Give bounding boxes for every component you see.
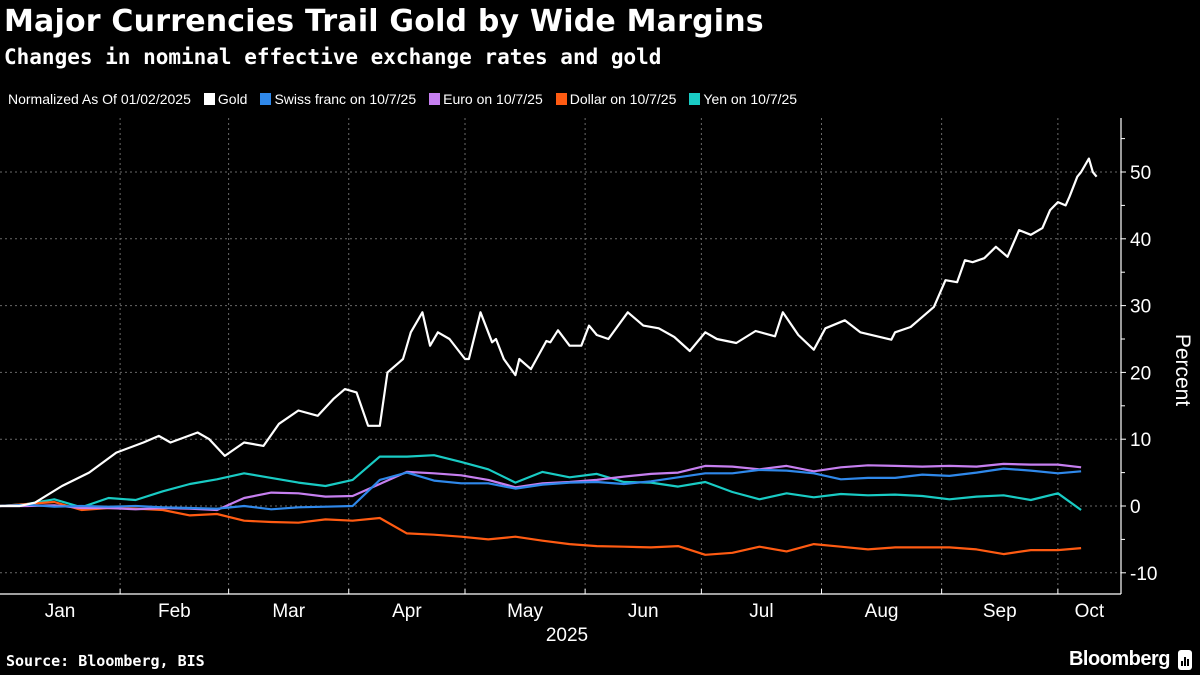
x-tick-label: Jun — [628, 601, 659, 622]
legend-swatch — [689, 93, 701, 105]
y-axis-label: Percent — [1171, 334, 1194, 407]
legend-item-gold: Gold — [203, 91, 247, 107]
series-line-yen — [0, 454, 1082, 511]
y-tick-label: 40 — [1130, 230, 1151, 251]
x-tick-label: Mar — [272, 601, 305, 622]
legend: Normalized As Of 01/02/2025 Gold Swiss f… — [8, 91, 810, 107]
legend-item-yen: Yen on 10/7/25 — [689, 91, 797, 107]
x-tick-label: Jul — [749, 601, 773, 622]
series-line-dollar — [0, 500, 1082, 556]
legend-item-swiss-franc: Swiss franc on 10/7/25 — [260, 91, 416, 107]
legend-swatch — [203, 93, 215, 105]
source-note: Source: Bloomberg, BIS — [6, 652, 205, 670]
y-tick-label: 20 — [1130, 363, 1151, 384]
x-tick-label: Aug — [865, 601, 899, 622]
legend-item-dollar: Dollar on 10/7/25 — [555, 91, 676, 107]
bloomberg-logo: Bloomberg — [1069, 648, 1192, 671]
series-line-swiss — [0, 467, 1082, 511]
y-tick-label: -10 — [1130, 564, 1157, 585]
series-line-gold — [0, 157, 1098, 508]
gridlines — [0, 118, 1121, 594]
series-line-euro — [0, 462, 1082, 512]
axes: -10 0 10 20 30 40 50 Jan Feb Mar Apr May Jun Jul Aug Se… — [0, 118, 1157, 622]
x-axis-label: 2025 — [546, 625, 588, 646]
y-tick-label: 30 — [1130, 297, 1151, 318]
legend-swatch — [429, 93, 441, 105]
legend-note: Normalized As Of 01/02/2025 — [8, 91, 191, 107]
x-tick-label: Sep — [983, 601, 1017, 622]
y-tick-label: 10 — [1130, 430, 1151, 451]
x-tick-label: Feb — [158, 601, 191, 622]
x-tick-label: Jan — [45, 601, 76, 622]
series-lines — [0, 157, 1098, 556]
legend-swatch — [555, 93, 567, 105]
chart-subtitle: Changes in nominal effective exchange ra… — [4, 45, 662, 69]
chart-title: Major Currencies Trail Gold by Wide Marg… — [4, 4, 764, 39]
legend-item-euro: Euro on 10/7/25 — [429, 91, 543, 107]
legend-swatch — [260, 93, 272, 105]
x-tick-label: Oct — [1075, 601, 1105, 622]
bloomberg-terminal-icon — [1178, 649, 1192, 670]
y-tick-label: 0 — [1130, 497, 1141, 518]
y-tick-label: 50 — [1130, 163, 1151, 184]
x-tick-label: Apr — [392, 601, 422, 622]
x-tick-label: May — [507, 601, 543, 622]
